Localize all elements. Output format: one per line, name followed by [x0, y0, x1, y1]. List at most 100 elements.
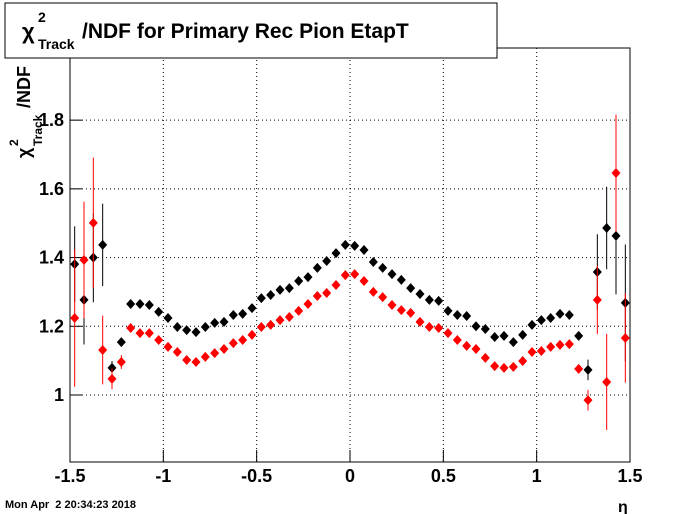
chart-title: /NDF for Primary Rec Pion EtapT: [82, 20, 409, 43]
data-point: [340, 239, 350, 250]
data-point: [182, 354, 192, 365]
y-label-symbol: χ: [14, 147, 34, 158]
data-point: [518, 329, 528, 340]
data-point: [331, 280, 341, 291]
data-point: [238, 308, 248, 319]
data-point: [518, 355, 528, 366]
data-point: [303, 298, 313, 309]
data-point: [602, 376, 612, 387]
data-point: [107, 362, 117, 373]
data-point: [546, 341, 556, 352]
data-point: [574, 330, 584, 341]
data-point: [172, 347, 182, 358]
data-point: [163, 341, 173, 352]
data-point: [200, 321, 210, 332]
data-point: [116, 357, 126, 368]
data-point: [247, 303, 257, 314]
data-point: [247, 329, 257, 340]
data-point: [312, 291, 322, 302]
title-symbol: χ: [22, 19, 35, 44]
x-tick-label: 1: [532, 466, 542, 486]
data-point: [396, 274, 406, 285]
data-point: [378, 292, 388, 303]
title-box: [4, 2, 498, 59]
data-point: [462, 340, 472, 351]
data-point: [368, 286, 378, 297]
data-point: [602, 223, 612, 234]
data-point: [340, 270, 350, 281]
data-point: [508, 337, 518, 348]
data-point: [387, 269, 397, 280]
data-point: [452, 335, 462, 346]
data-point: [154, 335, 164, 346]
data-point: [98, 344, 108, 355]
data-point: [443, 328, 453, 339]
data-point: [200, 351, 210, 362]
data-point: [480, 352, 490, 363]
data-point: [564, 339, 574, 350]
title-sup: 2: [38, 9, 46, 25]
data-point: [322, 256, 332, 267]
data-point: [294, 305, 304, 316]
data-point: [163, 313, 173, 324]
data-point: [350, 269, 360, 280]
data-point: [256, 321, 266, 332]
data-point: [480, 324, 490, 335]
data-point: [172, 321, 182, 332]
data-point: [406, 283, 416, 294]
data-point: [368, 257, 378, 268]
data-point: [126, 323, 136, 334]
y-tick-label: 1.8: [39, 110, 64, 130]
data-point: [424, 294, 434, 305]
data-point: [79, 254, 89, 265]
data-point: [284, 283, 294, 294]
data-point: [219, 343, 229, 354]
data-point: [154, 306, 164, 317]
data-point: [546, 313, 556, 324]
x-tick-label: 0.5: [431, 466, 456, 486]
x-axis-label: η: [618, 499, 628, 514]
y-label-sup: 2: [7, 139, 21, 146]
data-point: [611, 230, 621, 241]
data-point: [378, 262, 388, 273]
data-point: [471, 321, 481, 332]
data-point: [70, 313, 80, 324]
data-point: [135, 328, 145, 339]
data-point: [462, 310, 472, 321]
data-point: [238, 335, 248, 346]
data-point: [266, 319, 276, 330]
data-point: [592, 294, 602, 305]
data-point: [275, 284, 285, 295]
data-point: [135, 298, 145, 309]
data-point: [406, 307, 416, 318]
data-point: [490, 331, 500, 342]
data-point: [191, 357, 201, 368]
data-point: [396, 305, 406, 316]
data-point: [415, 316, 425, 327]
data-point: [434, 295, 444, 306]
data-point: [219, 316, 229, 327]
data-point: [499, 330, 509, 341]
data-point: [210, 317, 220, 328]
x-tick-label: -1: [155, 466, 171, 486]
data-point: [210, 348, 220, 359]
data-point: [434, 323, 444, 334]
data-point: [256, 293, 266, 304]
data-point: [331, 248, 341, 259]
data-point: [415, 288, 425, 299]
data-point: [527, 319, 537, 330]
y-axis-label: χ 2 Track /NDF: [7, 66, 45, 158]
data-point: [266, 290, 276, 301]
data-point: [564, 309, 574, 320]
data-point: [536, 315, 546, 326]
data-point: [191, 327, 201, 338]
x-tick-label: -0.5: [241, 466, 272, 486]
data-point: [555, 308, 565, 319]
data-point: [583, 395, 593, 406]
y-tick-label: 1.4: [39, 248, 64, 268]
data-point: [555, 339, 565, 350]
data-point: [182, 325, 192, 336]
data-point: [107, 373, 117, 384]
x-tick-label: 1.5: [617, 466, 642, 486]
